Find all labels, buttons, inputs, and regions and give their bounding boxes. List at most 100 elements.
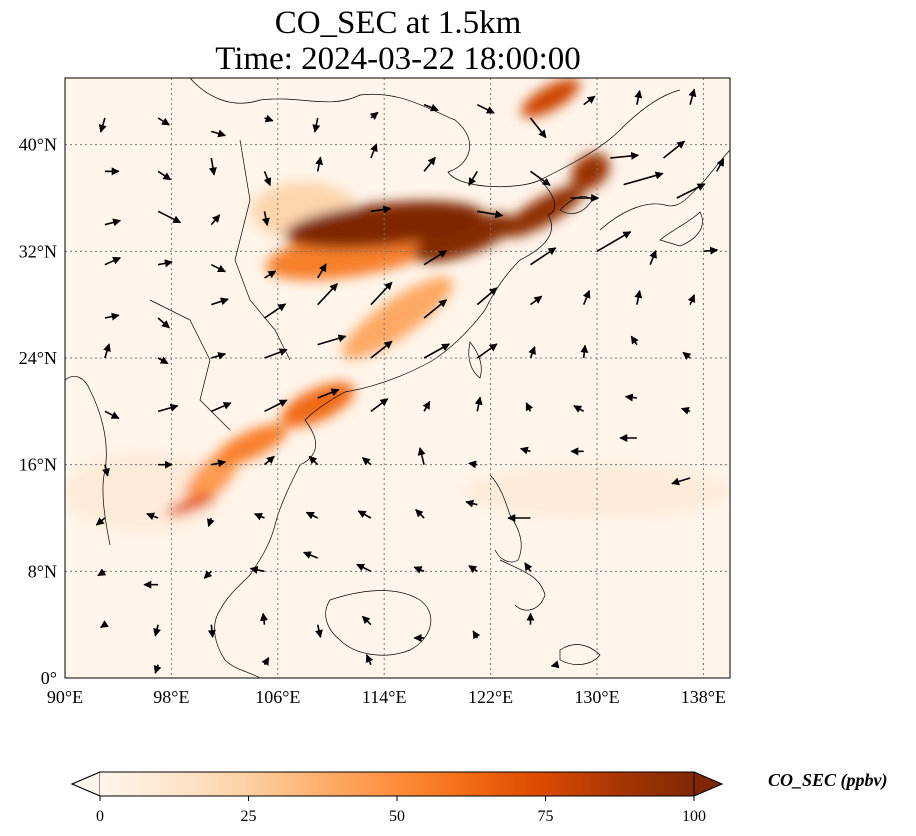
wind-arrow (369, 111, 379, 121)
wind-arrow (261, 656, 270, 666)
wind-arrow (423, 103, 439, 112)
wind-arrow (550, 660, 560, 669)
chart-title-line1: CO_SEC at 1.5km (274, 5, 522, 41)
wind-arrow (465, 499, 478, 508)
wind-arrow (687, 294, 696, 305)
wind-arrow (308, 455, 319, 466)
wind-arrow (315, 156, 324, 172)
co-plume (521, 78, 580, 118)
wind-arrow (157, 170, 172, 181)
co-plume (571, 152, 610, 190)
wind-arrow (630, 335, 639, 346)
lon-tick-label: 130°E (574, 687, 619, 707)
wind-arrow (157, 356, 169, 365)
wind-arrow (264, 348, 288, 359)
wind-arrow (688, 88, 697, 105)
wind-arrow (317, 334, 347, 346)
lat-tick-label: 16°N (19, 455, 57, 475)
wind-arrow (207, 624, 216, 639)
wind-arrow (530, 247, 557, 266)
wind-arrow (468, 565, 478, 574)
wind-arrow (530, 170, 551, 186)
wind-arrow (624, 393, 637, 402)
wind-arrow (634, 89, 643, 105)
wind-arrow (361, 615, 372, 626)
wind-arrow (153, 624, 161, 637)
wind-arrow (663, 140, 686, 159)
wind-arrow (104, 256, 122, 266)
wind-arrow (210, 402, 232, 413)
wind-arrow (97, 568, 107, 577)
wind-arrow (580, 344, 589, 359)
co-plume (341, 276, 454, 360)
wind-arrow (157, 403, 179, 413)
wind-arrow (680, 407, 691, 415)
colorbar-label: CO_SEC (ppbv) (768, 770, 888, 790)
wind-arrow (104, 410, 120, 420)
co-plume (464, 464, 730, 518)
wind-arrow (423, 299, 448, 319)
wind-arrow (423, 343, 450, 359)
colorbar-tick-label: 25 (241, 808, 257, 825)
wind-arrow (476, 343, 498, 359)
wind-arrow (423, 249, 448, 266)
wind-arrow (671, 477, 691, 486)
wind-arrow (524, 562, 533, 572)
wind-arrow (476, 103, 495, 114)
wind-arrow (623, 171, 664, 186)
wind-arrow (716, 158, 725, 172)
wind-arrow (573, 405, 585, 413)
wind-arrow (312, 117, 321, 133)
wind-arrow (370, 205, 392, 214)
wind-arrow (264, 270, 277, 279)
wind-arrow (361, 457, 372, 466)
latitude-tick-labels: 0° 8°N 16°N 24°N 32°N 40°N (19, 135, 57, 688)
wind-arrow (525, 402, 534, 412)
wind-arrow (413, 566, 425, 574)
wind-arrow (474, 396, 483, 412)
wind-arrow (253, 512, 265, 521)
wind-arrow (528, 346, 536, 359)
wind-arrow (315, 624, 323, 639)
wind-arrow (210, 214, 221, 226)
wind-arrow (211, 129, 227, 138)
lat-tick-label: 0° (41, 668, 57, 688)
wind-arrow (582, 289, 591, 305)
lon-tick-label: 138°E (681, 687, 726, 707)
wind-arrow (529, 117, 547, 139)
wind-arrow (263, 455, 275, 466)
wind-arrow (211, 459, 227, 468)
wind-arrow (476, 287, 498, 306)
lon-tick-label: 90°E (47, 687, 83, 707)
lon-tick-label: 114°E (362, 687, 407, 707)
wind-arrow (264, 303, 287, 319)
wind-arrow (104, 312, 120, 321)
wind-arrow (649, 249, 657, 265)
lat-tick-label: 32°N (19, 241, 57, 261)
wind-arrow (260, 612, 268, 625)
wind-arrow (102, 464, 110, 477)
wind-arrow (305, 511, 319, 520)
wind-arrow (208, 157, 217, 176)
co-plume (413, 213, 515, 263)
wind-arrow (157, 259, 173, 268)
wind-arrow (317, 283, 338, 306)
wind-arrow (203, 570, 213, 579)
wind-arrow (206, 517, 215, 528)
co-plume (166, 493, 217, 516)
wind-arrow (100, 620, 109, 629)
wind-arrow (676, 183, 706, 199)
wind-arrow (317, 263, 327, 279)
colorbar-tick-label: 75 (538, 808, 554, 825)
colorbar-max-extension (693, 771, 724, 797)
colorbar-ticks: 0 25 50 75 100 (96, 796, 706, 825)
wind-arrow (98, 117, 107, 133)
wind-arrow (370, 143, 378, 159)
wind-arrow (583, 95, 596, 106)
colorbar-tick-label: 0 (96, 808, 104, 825)
wind-arrow (103, 343, 111, 359)
map-gridlines (65, 78, 730, 678)
wind-arrow (365, 654, 374, 665)
wind-arrow (596, 231, 632, 253)
wind-arrow (370, 340, 393, 359)
